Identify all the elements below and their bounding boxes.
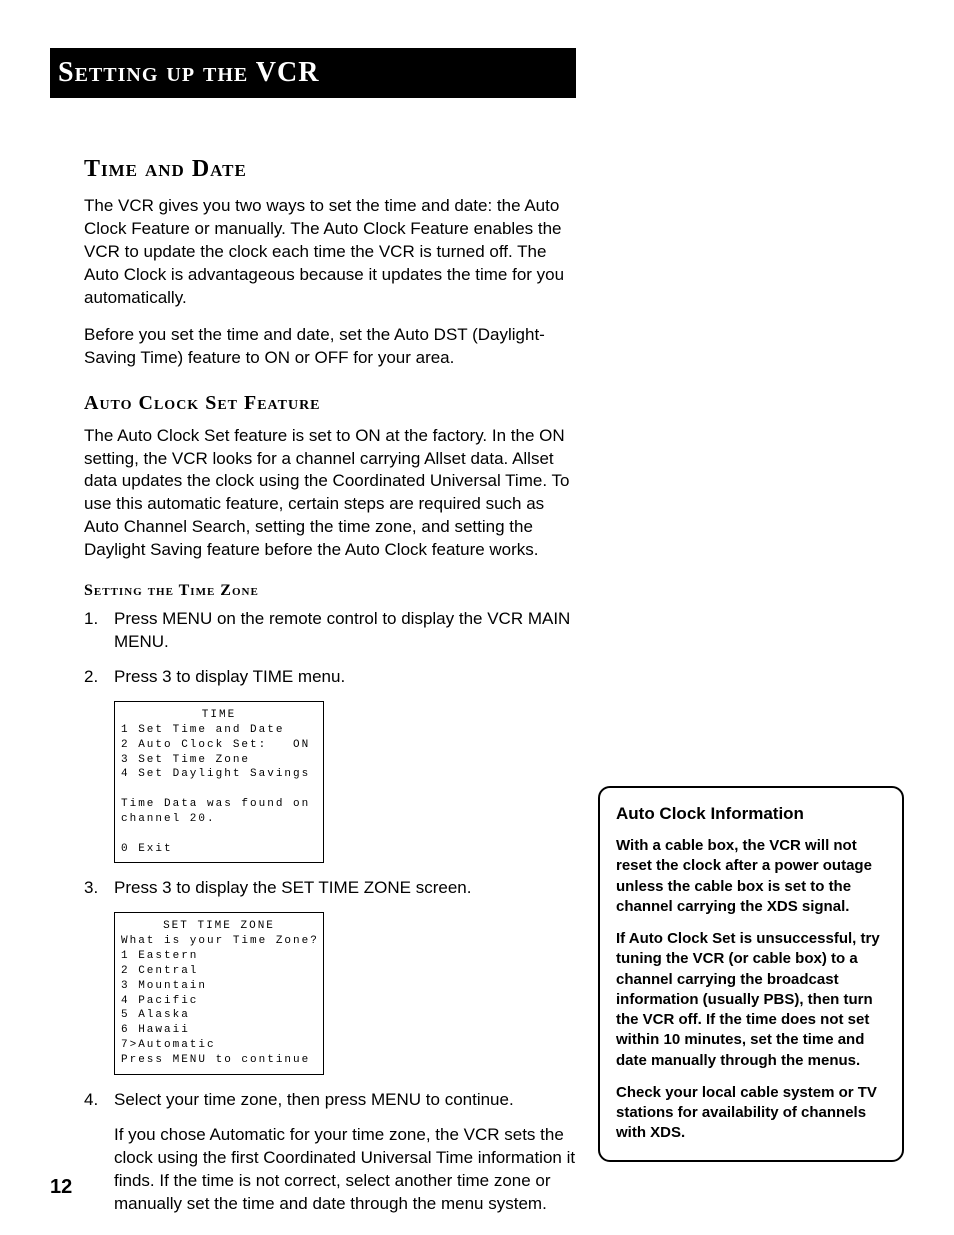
steps-list-cont2: Select your time zone, then press MENU t… xyxy=(84,1089,578,1112)
sidebar-p2: If Auto Clock Set is unsuccessful, try t… xyxy=(616,929,886,1071)
menu2-l2: 1 Eastern xyxy=(121,950,198,962)
step-4-continuation: If you chose Automatic for your time zon… xyxy=(114,1124,578,1216)
main-column: Time and Date The VCR gives you two ways… xyxy=(84,156,578,1228)
menu2-l6: 5 Alaska xyxy=(121,1009,190,1021)
menu1-title: TIME xyxy=(121,708,317,723)
menu1-l2: 2 Auto Clock Set: ON xyxy=(121,739,310,751)
page-number: 12 xyxy=(50,1176,72,1199)
menu1-l5: Time Data was found on xyxy=(121,798,310,810)
chapter-header: Setting up the VCR xyxy=(50,48,576,98)
menu1-l6: channel 20. xyxy=(121,813,216,825)
section-para-2: Before you set the time and date, set th… xyxy=(84,324,578,370)
step-3: Press 3 to display the SET TIME ZONE scr… xyxy=(84,877,578,900)
section-para-1: The VCR gives you two ways to set the ti… xyxy=(84,195,578,310)
steps-list: Press MENU on the remote control to disp… xyxy=(84,608,578,689)
step-4: Select your time zone, then press MENU t… xyxy=(84,1089,578,1112)
page: Setting up the VCR Time and Date The VCR… xyxy=(0,0,954,1235)
menu2-l3: 2 Central xyxy=(121,965,198,977)
menu2-l5: 4 Pacific xyxy=(121,995,198,1007)
autoclock-title: Auto Clock Set Feature xyxy=(84,392,578,415)
timezone-menu-screenshot: SET TIME ZONEWhat is your Time Zone? 1 E… xyxy=(114,912,324,1074)
chapter-header-text: Setting up the VCR xyxy=(58,57,319,89)
step-1: Press MENU on the remote control to disp… xyxy=(84,608,578,654)
steps-list-cont: Press 3 to display the SET TIME ZONE scr… xyxy=(84,877,578,900)
sidebar-title: Auto Clock Information xyxy=(616,804,886,824)
time-menu-screenshot: TIME1 Set Time and Date 2 Auto Clock Set… xyxy=(114,701,324,863)
sidebar-p1: With a cable box, the VCR will not reset… xyxy=(616,836,886,917)
menu2-l4: 3 Mountain xyxy=(121,980,207,992)
menu2-title: SET TIME ZONE xyxy=(121,919,317,934)
auto-clock-info-box: Auto Clock Information With a cable box,… xyxy=(598,786,904,1162)
menu1-l4: 4 Set Daylight Savings xyxy=(121,768,310,780)
menu2-l9: Press MENU to continue xyxy=(121,1054,310,1066)
timezone-title: Setting the Time Zone xyxy=(84,582,578,600)
menu2-l8: 7>Automatic xyxy=(121,1039,216,1051)
menu2-l1: What is your Time Zone? xyxy=(121,935,319,947)
menu2-l7: 6 Hawaii xyxy=(121,1024,190,1036)
menu1-l3: 3 Set Time Zone xyxy=(121,754,250,766)
section-title: Time and Date xyxy=(84,156,578,183)
step-2: Press 3 to display TIME menu. xyxy=(84,666,578,689)
menu1-l1: 1 Set Time and Date xyxy=(121,724,284,736)
autoclock-para: The Auto Clock Set feature is set to ON … xyxy=(84,425,578,563)
sidebar-p3: Check your local cable system or TV stat… xyxy=(616,1083,886,1144)
menu1-l7: 0 Exit xyxy=(121,843,173,855)
